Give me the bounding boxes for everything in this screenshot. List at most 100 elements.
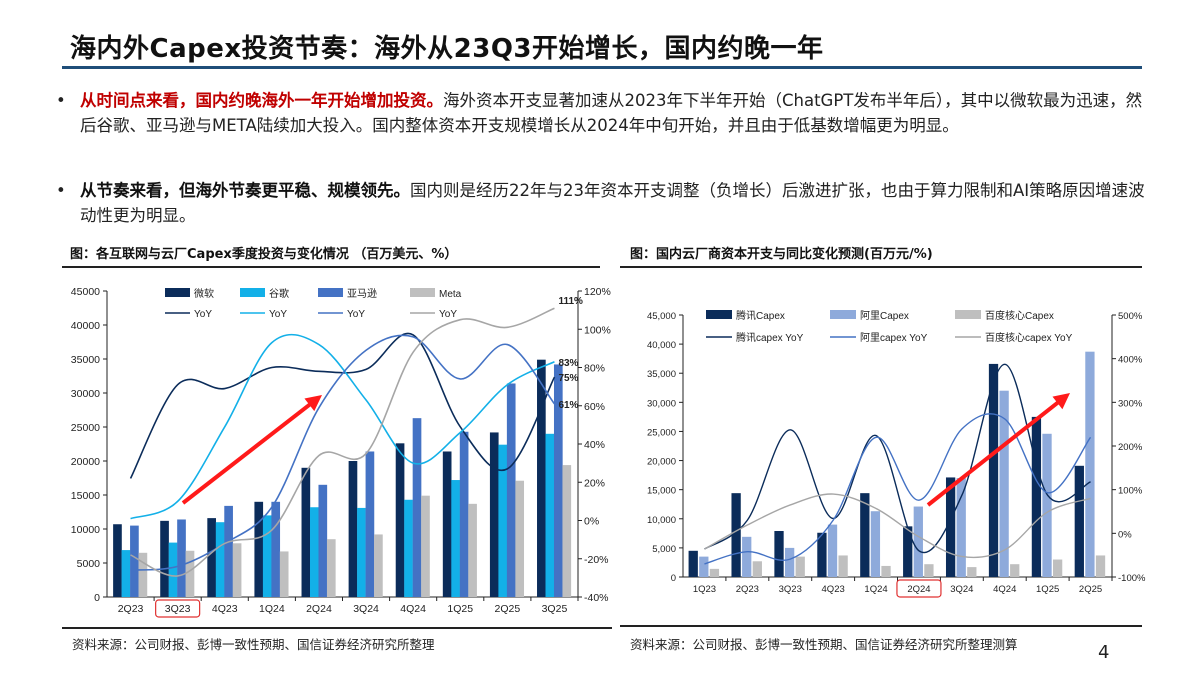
chart-2-x-tick-label: 2Q24 [907,584,930,595]
chart-2-legend-line-label: 百度核心capex YoY [985,331,1073,344]
chart-2-highlight-box [896,579,942,598]
bullet-2-text: 国内则是经历22年与23年资本开支调整（负增长）后激进扩张，也由于算力限制和AI… [80,181,1145,225]
chart-2-y-tick-label: 25,000 [647,427,676,438]
chart-1-title: 图：各互联网与云厂Capex季度投资与变化情况 （百万美元、%） [70,247,458,262]
chart-1-bar-1 [537,359,546,597]
chart-1-y2-tick-label: 80% [584,363,605,375]
bullet-dot-icon: • [56,181,66,200]
chart-2-legend-label: 腾讯Capex [736,309,785,322]
chart-1-yoy-end-label: 111% [558,296,583,307]
bullet-1-highlight: 从时间点来看，国内约晚海外一年开始增加投资。 [80,91,443,110]
chart-2-trend-arrow-head-icon [1052,393,1070,410]
chart-1-legend-swatch [318,288,343,297]
chart-1-bar-2 [262,515,272,597]
chart-1-y-tick-label: 40000 [71,320,100,332]
chart-1-bar-1 [113,524,122,597]
chart-1-y2-tick-label: 60% [584,401,605,413]
chart-1-trend-arrow-head-icon [304,395,322,412]
bullet-dot-icon: • [56,91,66,110]
chart-1-y-tick-label: 5000 [77,558,101,570]
chart-2-bar-3 [838,555,848,577]
chart-1-y-tick-label: 25000 [71,422,100,434]
chart-1-legend-label: 亚马逊 [347,288,377,300]
chart-2-x-tick-label: 1Q24 [864,584,887,595]
chart-1-y2-tick-label: -20% [584,554,609,566]
chart-2-y2-tick-label: 100% [1118,486,1143,497]
chart-1-y2-tick-label: 20% [584,477,605,489]
chart-2-yoy-line-1 [704,363,1091,554]
chart-1-x-tick-label: 4Q24 [400,603,426,615]
chart-2-legend-line-label: 腾讯capex YoY [736,331,804,344]
chart-2-y-tick-label: 45,000 [647,311,676,322]
chart-1-legend-label: 微软 [194,287,214,300]
chart-2-bar-2 [870,511,881,577]
chart-2-bar-1 [903,526,913,577]
chart-2-bar-3 [1010,564,1020,577]
chart-1-y2-tick-label: 40% [584,439,605,451]
chart-2-y-tick-label: 30,000 [647,398,676,409]
chart-2-x-tick-label: 2Q25 [1079,584,1102,595]
chart-2-bar-2 [784,547,795,577]
chart-1-y-tick-label: 30000 [71,388,100,400]
chart-2-x-tick-label: 1Q23 [693,584,716,595]
chart-1-bar-1 [395,443,405,597]
chart-2-bar-1 [817,532,827,577]
chart-1-bar-3 [271,501,281,597]
chart-1-bar-2 [404,499,413,597]
chart-1-bar-3 [224,505,233,597]
chart-1-y-tick-label: 45000 [71,286,100,298]
chart-2-bar-2 [1042,433,1052,577]
chart-2-x-tick-label: 3Q23 [779,584,802,595]
chart-1-x-tick-label: 3Q24 [353,603,379,615]
chart-2-y-tick-label: 35,000 [647,369,676,380]
chart-2-bar-3 [752,561,762,577]
chart-2-bottom-rule [620,625,1142,627]
chart-2-legend-label: 阿里Capex [860,310,909,322]
bullet-1-text: 海外资本开支显著加速从2023年下半年开始（ChatGPT发布半年后），其中以微… [80,91,1143,135]
chart-1-bar-1 [442,451,452,597]
chart-2-bar-2 [1085,351,1095,577]
chart-1-y-tick-label: 10000 [71,524,100,536]
chart-2-y2-tick-label: 200% [1118,442,1143,453]
chart-1-bar-2 [168,542,178,597]
chart-2-bar-1 [1074,465,1084,577]
chart-1-bar-4 [185,550,195,597]
chart-1-yoy-line-1 [129,332,556,479]
chart-2-legend-swatch [706,310,732,319]
chart-1-y2-tick-label: 100% [584,324,611,336]
chart-2-y2-tick-label: -100% [1118,573,1146,584]
chart-1-y2-tick-label: 0% [584,516,599,528]
chart-2-bar-1 [988,363,999,577]
chart-2-bar-2 [913,506,923,577]
chart-1-y-tick-label: 20000 [71,456,100,468]
chart-2-x-tick-label: 4Q24 [993,584,1016,595]
chart-2-top-rule [620,266,1142,268]
chart-1-bar-2 [121,550,131,597]
chart-1-legend-swatch [240,288,265,297]
chart-2-bar-2 [827,524,838,577]
chart-2-trend-arrow [926,396,1065,507]
chart-1-bar-3 [365,451,375,597]
chart-2-bar-3 [881,565,891,577]
chart-2-bar-1 [1031,416,1042,577]
chart-1-y2-tick-label: -40% [584,592,609,604]
bullet-2: • 从节奏来看，但海外节奏更平稳、规模领先。国内则是经历22年与23年资本开支调… [56,178,1146,228]
chart-2-y2-tick-label: 0% [1118,529,1132,540]
chart-2-yoy-line-3 [704,493,1091,559]
chart-2-y-tick-label: 10,000 [647,515,676,526]
chart-2-bar-1 [688,550,698,577]
chart-1-legend-label: Meta [439,289,462,300]
chart-2-legend-swatch [830,310,856,319]
chart-1-bar-1 [160,520,169,597]
chart-2-bar-1 [731,493,741,577]
chart-1-legend-line-label: YoY [347,309,365,320]
chart-1-bar-1 [254,501,264,597]
chart-1-y-tick-label: 35000 [71,354,100,366]
chart-2-bar-1 [945,477,956,577]
chart-2-x-tick-label: 4Q23 [822,584,845,595]
chart-1-bar-1 [348,461,358,597]
slide-title: 海内外Capex投资节奏：海外从23Q3开始增长，国内约晚一年 [70,34,824,64]
chart-1-highlight-box [155,599,201,618]
page-number: 4 [1098,642,1110,663]
